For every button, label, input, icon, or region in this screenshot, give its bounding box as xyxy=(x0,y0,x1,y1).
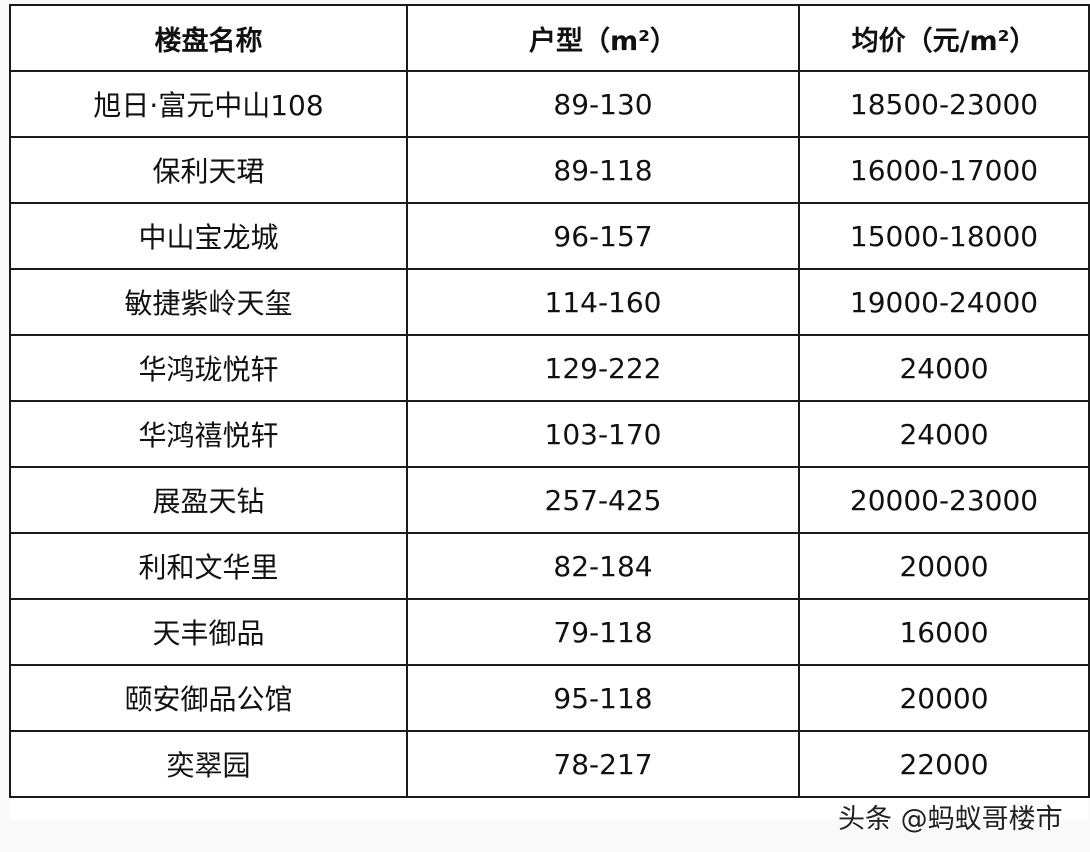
cell-unit-size: 257-425 xyxy=(406,466,800,534)
table-row: 保利天珺 89-118 16000-17000 xyxy=(9,136,1090,204)
header-avg-price: 均价（元/m²） xyxy=(798,4,1090,72)
cell-unit-size: 82-184 xyxy=(406,532,800,600)
cell-avg-price: 16000 xyxy=(798,598,1090,666)
table-row: 华鸿禧悦轩 103-170 24000 xyxy=(9,400,1090,468)
cell-avg-price: 20000 xyxy=(798,664,1090,732)
table-row: 华鸿珑悦轩 129-222 24000 xyxy=(9,334,1090,402)
cell-name: 保利天珺 xyxy=(9,136,408,204)
cell-avg-price: 24000 xyxy=(798,334,1090,402)
table-row: 奕翠园 78-217 22000 xyxy=(9,730,1090,798)
cell-avg-price: 20000 xyxy=(798,532,1090,600)
table-header-row: 楼盘名称 户型（m²） 均价（元/m²） xyxy=(9,4,1090,72)
cell-name: 敏捷紫岭天玺 xyxy=(9,268,408,336)
cell-avg-price: 18500-23000 xyxy=(798,70,1090,138)
cell-name: 展盈天钻 xyxy=(9,466,408,534)
cell-avg-price: 22000 xyxy=(798,730,1090,798)
table-row: 天丰御品 79-118 16000 xyxy=(9,598,1090,666)
table-row: 展盈天钻 257-425 20000-23000 xyxy=(9,466,1090,534)
cell-unit-size: 89-130 xyxy=(406,70,800,138)
cell-unit-size: 95-118 xyxy=(406,664,800,732)
cell-name: 奕翠园 xyxy=(9,730,408,798)
cell-avg-price: 19000-24000 xyxy=(798,268,1090,336)
cell-name: 华鸿禧悦轩 xyxy=(9,400,408,468)
header-unit-size: 户型（m²） xyxy=(406,4,800,72)
table-row: 利和文华里 82-184 20000 xyxy=(9,532,1090,600)
cell-unit-size: 103-170 xyxy=(406,400,800,468)
watermark: 头条 @蚂蚁哥楼市 xyxy=(838,804,1063,835)
cell-name: 华鸿珑悦轩 xyxy=(9,334,408,402)
cell-name: 天丰御品 xyxy=(9,598,408,666)
cell-unit-size: 78-217 xyxy=(406,730,800,798)
cell-unit-size: 89-118 xyxy=(406,136,800,204)
cell-avg-price: 16000-17000 xyxy=(798,136,1090,204)
cell-unit-size: 114-160 xyxy=(406,268,800,336)
table-row: 旭日·富元中山108 89-130 18500-23000 xyxy=(9,70,1090,138)
cell-avg-price: 20000-23000 xyxy=(798,466,1090,534)
cell-unit-size: 96-157 xyxy=(406,202,800,270)
cell-name: 利和文华里 xyxy=(9,532,408,600)
table-row: 敏捷紫岭天玺 114-160 19000-24000 xyxy=(9,268,1090,336)
cell-name: 中山宝龙城 xyxy=(9,202,408,270)
cell-avg-price: 15000-18000 xyxy=(798,202,1090,270)
property-table-container: 楼盘名称 户型（m²） 均价（元/m²） 旭日·富元中山108 89-130 185… xyxy=(9,4,1090,820)
cell-name: 颐安御品公馆 xyxy=(9,664,408,732)
cell-unit-size: 79-118 xyxy=(406,598,800,666)
property-price-table: 楼盘名称 户型（m²） 均价（元/m²） 旭日·富元中山108 89-130 185… xyxy=(9,4,1090,798)
cell-avg-price: 24000 xyxy=(798,400,1090,468)
table-row: 颐安御品公馆 95-118 20000 xyxy=(9,664,1090,732)
cell-name: 旭日·富元中山108 xyxy=(9,70,408,138)
table-row: 中山宝龙城 96-157 15000-18000 xyxy=(9,202,1090,270)
header-name: 楼盘名称 xyxy=(9,4,408,72)
cell-unit-size: 129-222 xyxy=(406,334,800,402)
